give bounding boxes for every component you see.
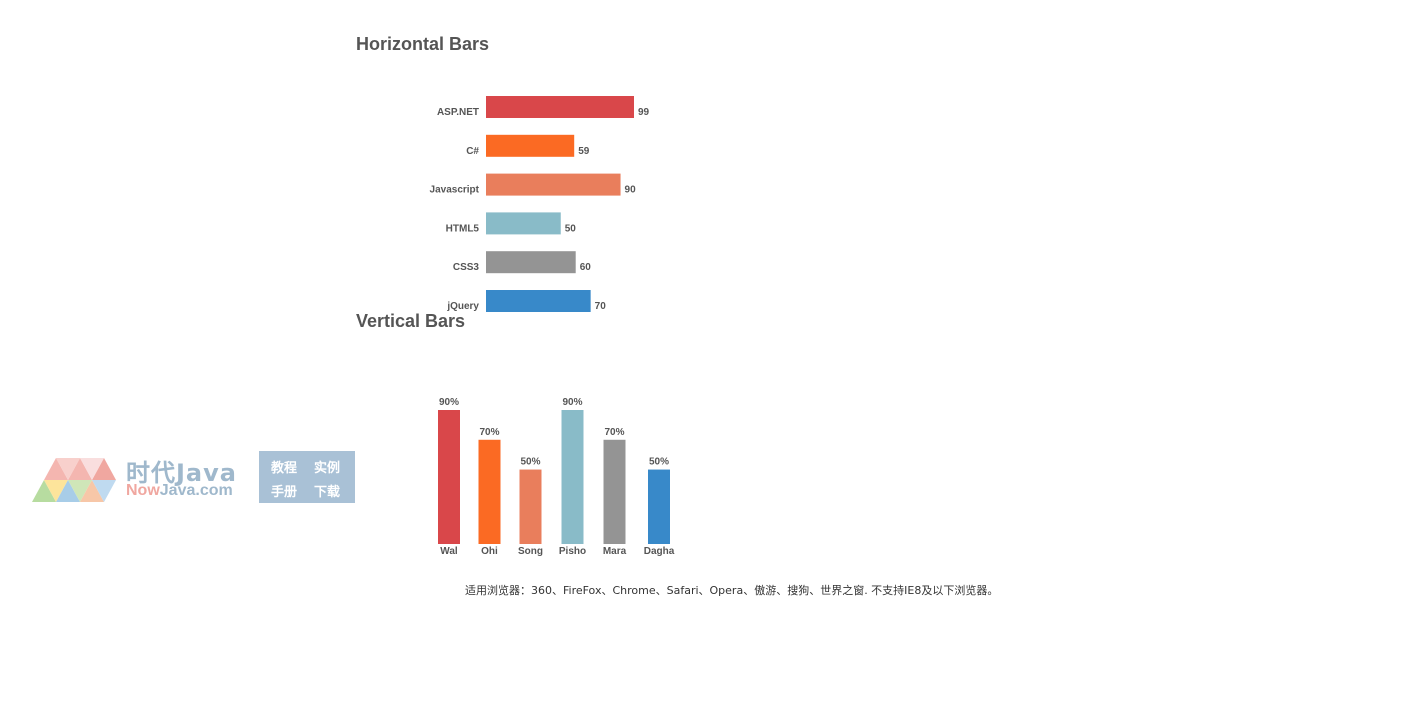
- vbar-value-label: 50%: [520, 457, 540, 468]
- vbar-category-label: Mara: [603, 546, 627, 557]
- watermark-item: 教程: [271, 461, 298, 476]
- hbar-value-label: 99: [638, 107, 650, 118]
- hbar-value-label: 60: [580, 262, 592, 273]
- vbar-value-label: 90%: [439, 397, 459, 408]
- vbar-category-label: Pisho: [559, 546, 586, 557]
- hbar-bar: [486, 290, 591, 312]
- hbar-category-label: HTML5: [446, 223, 480, 234]
- hbar-category-label: CSS3: [453, 262, 480, 273]
- vbar-bar: [438, 410, 460, 544]
- hbar-value-label: 90: [625, 185, 637, 196]
- vertical-bars-title: Vertical Bars: [356, 311, 466, 331]
- hbar-value-label: 50: [565, 223, 577, 234]
- vbar-bar: [603, 439, 626, 544]
- watermark-menu-box: 教程 实例 手册 下载: [259, 451, 355, 503]
- vbar-category-label: Wal: [440, 546, 458, 557]
- hbar-bar: [486, 251, 576, 274]
- horizontal-bars-title: Horizontal Bars: [356, 34, 490, 54]
- watermark-item: 实例: [314, 461, 341, 476]
- vbar-category-label: Ohi: [481, 546, 498, 557]
- watermark-site: NowJava.com: [126, 482, 233, 499]
- hbar-value-label: 59: [578, 146, 590, 157]
- vbar-value-label: 50%: [649, 457, 669, 468]
- vbar-bar: [648, 469, 670, 544]
- vbar-value-label: 70%: [604, 427, 624, 438]
- watermark-title: 时代Java: [126, 459, 237, 487]
- watermark-item: 下载: [314, 485, 341, 500]
- hbar-category-label: Javascript: [430, 185, 480, 196]
- hbar-category-label: jQuery: [446, 301, 479, 312]
- vbar-value-label: 90%: [562, 397, 582, 408]
- vbar-bar: [519, 469, 542, 544]
- triangle-logo-icon: [32, 458, 116, 502]
- hbar-bar: [486, 173, 621, 196]
- vbar-category-label: Dagha: [644, 546, 675, 557]
- hbar-category-label: ASP.NET: [437, 107, 479, 118]
- browser-support-note: 适用浏览器：360、FireFox、Chrome、Safari、Opera、傲游…: [465, 584, 999, 597]
- hbar-bar: [486, 212, 561, 235]
- site-watermark-logo: 时代Java NowJava.com 教程 实例 手册 下载: [30, 451, 355, 503]
- vbar-bar: [478, 439, 501, 544]
- hbar-value-label: 70: [595, 301, 607, 312]
- hbar-category-label: C#: [466, 146, 479, 157]
- vbar-category-label: Song: [518, 546, 543, 557]
- vbar-value-label: 70%: [479, 427, 499, 438]
- watermark-item: 手册: [271, 485, 298, 500]
- vbar-bar: [561, 410, 584, 544]
- hbar-bar: [486, 134, 575, 157]
- hbar-bar: [486, 96, 634, 118]
